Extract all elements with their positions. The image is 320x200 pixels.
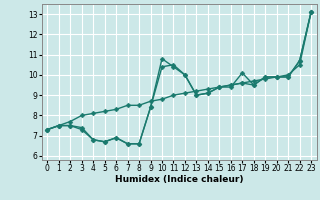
X-axis label: Humidex (Indice chaleur): Humidex (Indice chaleur) — [115, 175, 244, 184]
